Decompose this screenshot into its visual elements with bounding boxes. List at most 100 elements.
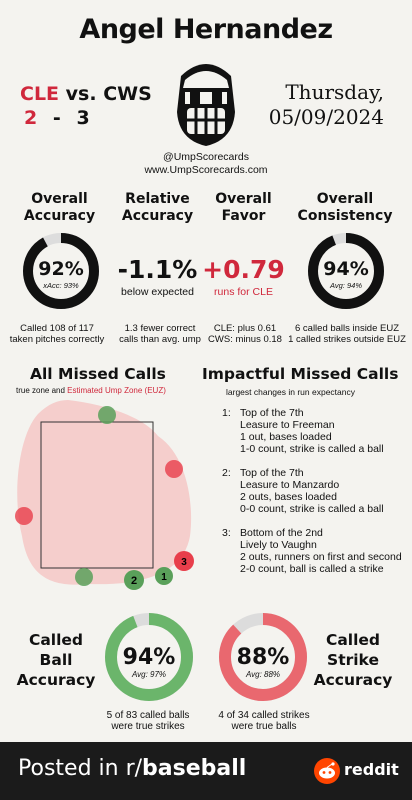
called-strike-value: 88% (236, 645, 290, 670)
item-number: 2: (222, 467, 231, 479)
marker-3-label: 3 (181, 557, 187, 568)
marker-2-dot (124, 570, 144, 590)
game-date: Thursday, 05/09/2024 (269, 80, 384, 130)
matchup: CLE vs. CWS 2 - 3 (20, 82, 152, 130)
called-ball-ring (105, 613, 193, 701)
consistency-avg: Avg: 94% (330, 281, 362, 290)
marker-1-label: 1 (161, 572, 167, 583)
header-line: Overall (316, 191, 374, 207)
note-line: were true strikes (111, 721, 185, 732)
header-line: Accuracy (121, 208, 194, 224)
accuracy-ring (23, 233, 99, 309)
item-line: Lively to Vaughn (240, 539, 317, 551)
favor-sub: runs for CLE (214, 286, 273, 298)
called-strike-avg: Avg: 88% (245, 670, 281, 679)
game-date-value: 05/09/2024 (268, 105, 384, 129)
umpire-name: Angel Hernandez (79, 14, 333, 45)
posted-text: Posted in r/ (18, 756, 143, 781)
title-line: Called (325, 631, 381, 649)
impactful-subtitle: largest changes in run expectancy (226, 387, 355, 397)
called-ball-avg: Avg: 97% (131, 670, 167, 679)
consistency-note: 6 called balls inside EUZ 1 called strik… (284, 323, 410, 345)
twitter-handle: @UmpScorecards (163, 151, 249, 163)
away-team: CLE (20, 83, 60, 105)
overall-favor-header: Overall Favor (192, 191, 295, 225)
accuracy-value: 92% (38, 258, 84, 280)
missed-call-dot (165, 460, 183, 478)
strike-zone-plot: 2 1 3 (15, 400, 194, 590)
xacc-label: xAcc: 93% (43, 281, 79, 290)
relative-note: 1.3 fewer correct calls than avg. ump (110, 323, 210, 345)
called-ball-value: 94% (122, 645, 176, 670)
website: www.UmpScorecards.com (144, 164, 268, 176)
called-strike-title: Called Strike Accuracy (308, 630, 398, 690)
called-ball-title: Called Ball Accuracy (10, 630, 102, 690)
note-line: 4 of 34 called strikes (218, 710, 310, 721)
impactful-item-2: 2: Top of the 7th Leasure to Manzardo 2 … (222, 467, 384, 515)
reddit-icon (314, 758, 340, 784)
note-line: calls than avg. ump (119, 334, 201, 345)
relative-sub: below expected (121, 286, 194, 298)
missed-calls-title: All Missed Calls (30, 365, 166, 383)
posted-in-label[interactable]: Posted in r/baseball (18, 756, 246, 781)
marker-3-dot (174, 551, 194, 571)
item-line: 2 outs, runners on first and second (240, 551, 402, 563)
called-ball-note: 5 of 83 called balls were true strikes (88, 710, 208, 732)
note-line: 1.3 fewer correct (124, 323, 196, 334)
called-strike-note: 4 of 34 called strikes were true balls (204, 710, 324, 732)
title-line: Strike (327, 651, 379, 669)
relative-value: -1.1% (117, 255, 198, 284)
header-line: Overall (31, 191, 88, 207)
item-line: Leasure to Manzardo (240, 479, 340, 491)
accuracy-note: Called 108 of 117 taken pitches correctl… (2, 323, 112, 345)
item-number: 3: (222, 527, 231, 539)
relative-accuracy-header: Relative Accuracy (106, 191, 209, 225)
home-team: CWS (103, 83, 152, 105)
impactful-item-1: 1: Top of the 7th Leasure to Freeman 1 o… (222, 407, 384, 455)
header-line: Relative (125, 191, 190, 207)
item-line: Top of the 7th (240, 407, 304, 419)
note-line: 6 called balls inside EUZ (294, 323, 400, 334)
item-line: 1-0 count, strike is called a ball (240, 443, 384, 455)
reddit-wordmark: reddit (344, 760, 399, 779)
credits: @UmpScorecards www.UmpScorecards.com (0, 151, 412, 177)
umpire-mask-logo (177, 64, 235, 146)
missed-call-dot (15, 507, 33, 525)
item-line: 1 out, bases loaded (240, 431, 332, 443)
title-line: Accuracy (16, 671, 96, 689)
vs-label: vs. (65, 83, 97, 105)
game-day: Thursday, (285, 80, 384, 104)
item-line: 0-0 count, strike is called a ball (240, 503, 384, 515)
item-number: 1: (222, 407, 231, 419)
note-line: were true balls (231, 721, 297, 732)
euz-region (17, 400, 192, 585)
item-line: 2 outs, bases loaded (240, 491, 337, 503)
overall-accuracy-header: Overall Accuracy (8, 191, 111, 225)
header-line: Consistency (297, 208, 393, 224)
home-score: 3 (76, 107, 90, 129)
item-line: Top of the 7th (240, 467, 304, 479)
impactful-item-3: 3: Bottom of the 2nd Lively to Vaughn 2 … (222, 527, 402, 575)
marker-1-dot (155, 567, 173, 585)
missed-call-dot (98, 406, 116, 424)
subreddit-name: baseball (142, 756, 247, 781)
legend-euz: Estimated Ump Zone (EUZ) (67, 386, 166, 395)
away-score: 2 (24, 107, 38, 129)
consistency-value: 94% (323, 258, 369, 280)
note-line: 1 called strikes outside EUZ (288, 334, 406, 345)
marker-2-label: 2 (131, 575, 137, 587)
note-line: taken pitches correctly (9, 334, 105, 345)
title-line: Called (28, 631, 84, 649)
true-strike-zone (40, 421, 154, 569)
item-line: 2-0 count, ball is called a strike (240, 563, 384, 575)
item-line: Bottom of the 2nd (240, 527, 323, 539)
note-line: CLE: plus 0.61 (213, 323, 277, 334)
score-dash: - (52, 107, 61, 129)
called-strike-ring (219, 613, 307, 701)
note-line: Called 108 of 117 (20, 323, 94, 334)
header-line: Overall (215, 191, 272, 207)
header-line: Accuracy (23, 208, 96, 224)
note-line: 5 of 83 called balls (106, 710, 190, 721)
reddit-footer[interactable]: Posted in r/baseball reddit (0, 742, 412, 800)
missed-call-dot (75, 568, 93, 586)
